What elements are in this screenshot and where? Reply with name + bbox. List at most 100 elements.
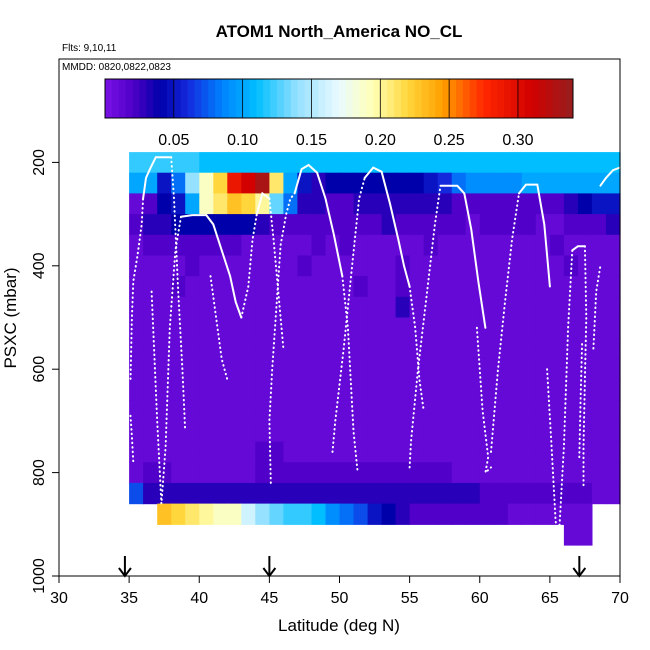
heatmap-cell <box>493 234 509 257</box>
heatmap-cell <box>521 172 537 194</box>
heatmap-cell <box>577 482 593 505</box>
heatmap-cell <box>269 338 284 360</box>
heatmap-cell <box>591 379 607 401</box>
heatmap-cell <box>311 276 327 298</box>
heatmap-cell <box>549 400 565 422</box>
y-tick-label: 600 <box>31 356 48 383</box>
heatmap-cell <box>521 482 537 505</box>
heatmap-cell <box>577 524 593 546</box>
heatmap-cell <box>563 379 579 401</box>
heatmap-cell <box>269 503 284 525</box>
heatmap-cell <box>227 379 242 401</box>
heatmap-cell <box>311 234 327 257</box>
heatmap-cell <box>241 296 256 319</box>
colorbar-swatch <box>435 79 443 118</box>
heatmap-cell <box>451 338 467 360</box>
heatmap-cell <box>367 503 383 525</box>
heatmap-cell <box>437 172 453 194</box>
colorbar-swatch <box>208 79 216 118</box>
heatmap-cell <box>535 420 551 443</box>
heatmap-cell <box>213 296 228 319</box>
colorbar-swatch <box>332 79 340 118</box>
heatmap-cell <box>549 255 565 277</box>
x-tick-label: 65 <box>541 590 559 607</box>
heatmap-cell <box>381 255 397 277</box>
heatmap-cell <box>353 358 369 381</box>
heatmap-cell <box>493 296 509 319</box>
heatmap-cell <box>493 400 509 422</box>
colorbar-swatch <box>545 79 553 118</box>
colorbar-swatch <box>125 79 134 118</box>
heatmap-cell <box>395 503 411 525</box>
heatmap-cell <box>199 152 214 174</box>
heatmap-cell <box>339 338 355 360</box>
heatmap-cell <box>409 172 425 194</box>
flight-profile-line <box>557 249 574 549</box>
heatmap-cell <box>129 441 144 463</box>
heatmap-cell <box>423 296 439 319</box>
heatmap-cell <box>437 462 453 484</box>
x-tick-label: 40 <box>190 590 208 607</box>
heatmap-cell <box>549 276 565 298</box>
heatmap-cell <box>606 317 621 339</box>
heatmap-cell <box>367 214 383 236</box>
heatmap-cell <box>241 214 256 236</box>
colorbar-swatch <box>228 79 237 118</box>
colorbar-swatch <box>270 79 278 118</box>
heatmap-cell <box>185 317 200 339</box>
heatmap-cell <box>325 214 341 236</box>
heatmap-cell <box>325 255 341 277</box>
heatmap-cell <box>269 193 284 215</box>
heatmap-cell <box>451 255 467 277</box>
colorbar-swatch <box>173 79 182 118</box>
heatmap-cell <box>367 338 383 360</box>
heatmap-cell <box>479 234 495 257</box>
heatmap-cell <box>507 234 523 257</box>
flight-profile-line <box>578 342 584 459</box>
heatmap-cell <box>549 214 565 236</box>
heatmap-cell <box>227 255 242 277</box>
heatmap-cell <box>339 214 355 236</box>
heatmap-cell <box>535 503 551 525</box>
heatmap-cell <box>507 338 523 360</box>
heatmap-cell <box>325 193 341 215</box>
heatmap-cell <box>507 358 523 381</box>
heatmap-cell <box>507 462 523 484</box>
heatmap-cell <box>423 482 439 505</box>
heatmap-cell <box>325 358 341 381</box>
flight-profile-line <box>268 192 296 484</box>
heatmap-cell <box>423 400 439 422</box>
heatmap-cell <box>451 152 467 174</box>
heatmap-cell <box>437 503 453 525</box>
heatmap-cell <box>185 296 200 319</box>
heatmap-cell <box>409 276 425 298</box>
heatmap-cell <box>437 296 453 319</box>
heatmap-cell <box>339 317 355 339</box>
colorbar-swatch <box>559 79 567 118</box>
heatmap-cell <box>241 441 256 463</box>
heatmap-cell <box>241 358 256 381</box>
heatmap-cell <box>409 358 425 381</box>
heatmap-cell <box>353 482 369 505</box>
heatmap-cell <box>507 255 523 277</box>
heatmap-cell <box>185 276 200 298</box>
colorbar-swatch <box>400 79 409 118</box>
heatmap-cell <box>507 172 523 194</box>
colorbar-swatch <box>283 79 292 118</box>
heatmap-cell <box>339 234 355 257</box>
heatmap-cell <box>606 441 621 463</box>
heatmap-cell <box>143 255 158 277</box>
heatmap-cell <box>437 234 453 257</box>
heatmap-cell <box>353 420 369 443</box>
heatmap-cell <box>269 400 284 422</box>
heatmap-cell <box>465 358 481 381</box>
x-tick-label: 55 <box>401 590 419 607</box>
heatmap-cell <box>577 255 593 277</box>
heatmap-cell <box>381 441 397 463</box>
heatmap-cell <box>606 172 621 194</box>
heatmap-cell <box>606 482 621 505</box>
heatmap-cell <box>577 152 593 174</box>
heatmap-cell <box>591 317 607 339</box>
colorbar-swatch <box>215 79 223 118</box>
heatmap-cell <box>381 379 397 401</box>
